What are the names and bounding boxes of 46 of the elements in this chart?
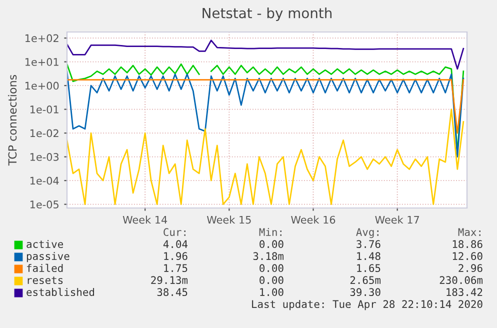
text: 1.75 xyxy=(164,264,188,272)
y-tick-label: 1e-03 xyxy=(30,153,59,161)
text: 1.96 xyxy=(164,252,188,260)
legend-label: resets xyxy=(28,276,63,284)
x-tick-label: Week 17 xyxy=(375,216,419,224)
y-tick-label: 1e-01 xyxy=(30,106,58,114)
text: Max: xyxy=(458,228,480,236)
y-tick-label: 1e+02 xyxy=(25,34,58,42)
text: 3.18m xyxy=(253,252,284,260)
text: Last update: Tue Apr 28 22:10:14 2020 xyxy=(252,300,482,310)
text: 2.65m xyxy=(350,276,381,284)
text: 0.00 xyxy=(260,264,284,272)
text: 0.00 xyxy=(260,240,284,248)
y-tick-label: 1e-02 xyxy=(30,129,58,138)
text: 12.60 xyxy=(452,252,482,260)
text: 38.45 xyxy=(157,288,188,296)
text: 2.96 xyxy=(458,264,482,272)
legend-label: passive xyxy=(26,252,70,262)
text: 3.76 xyxy=(356,240,380,248)
legend-label: established xyxy=(26,288,94,296)
x-tick-label: Week 15 xyxy=(206,216,251,224)
text: Avg: xyxy=(356,228,378,238)
text: Min: xyxy=(259,228,282,236)
text: 4.04 xyxy=(163,240,188,248)
x-tick-label: Week 16 xyxy=(291,216,336,224)
text: 230.06m xyxy=(440,276,483,284)
text: 1.00 xyxy=(260,288,284,296)
text: 29.13m xyxy=(151,276,188,284)
text: 183.42 xyxy=(446,288,482,296)
text: 1.48 xyxy=(357,252,380,260)
y-tick-label: 1e-05 xyxy=(30,200,58,208)
y-axis-title: TCP connections xyxy=(8,74,17,166)
line-series xyxy=(67,108,464,206)
chart-title: Netstat - by month xyxy=(202,8,332,21)
legend-label: active xyxy=(26,240,64,248)
text: 18.86 xyxy=(452,240,482,248)
y-tick-label: 1e-04 xyxy=(30,176,59,185)
legend-label: failed xyxy=(26,264,63,272)
text: Cur: xyxy=(164,228,186,236)
text: 39.30 xyxy=(350,288,380,296)
line-series xyxy=(67,40,464,70)
y-tick-label: 1e+01 xyxy=(25,58,58,66)
y-tick-label: 1e+00 xyxy=(25,82,59,90)
x-tick-label: Week 14 xyxy=(122,216,168,224)
text: 1.65 xyxy=(357,264,380,272)
text: 0.00 xyxy=(260,276,284,284)
